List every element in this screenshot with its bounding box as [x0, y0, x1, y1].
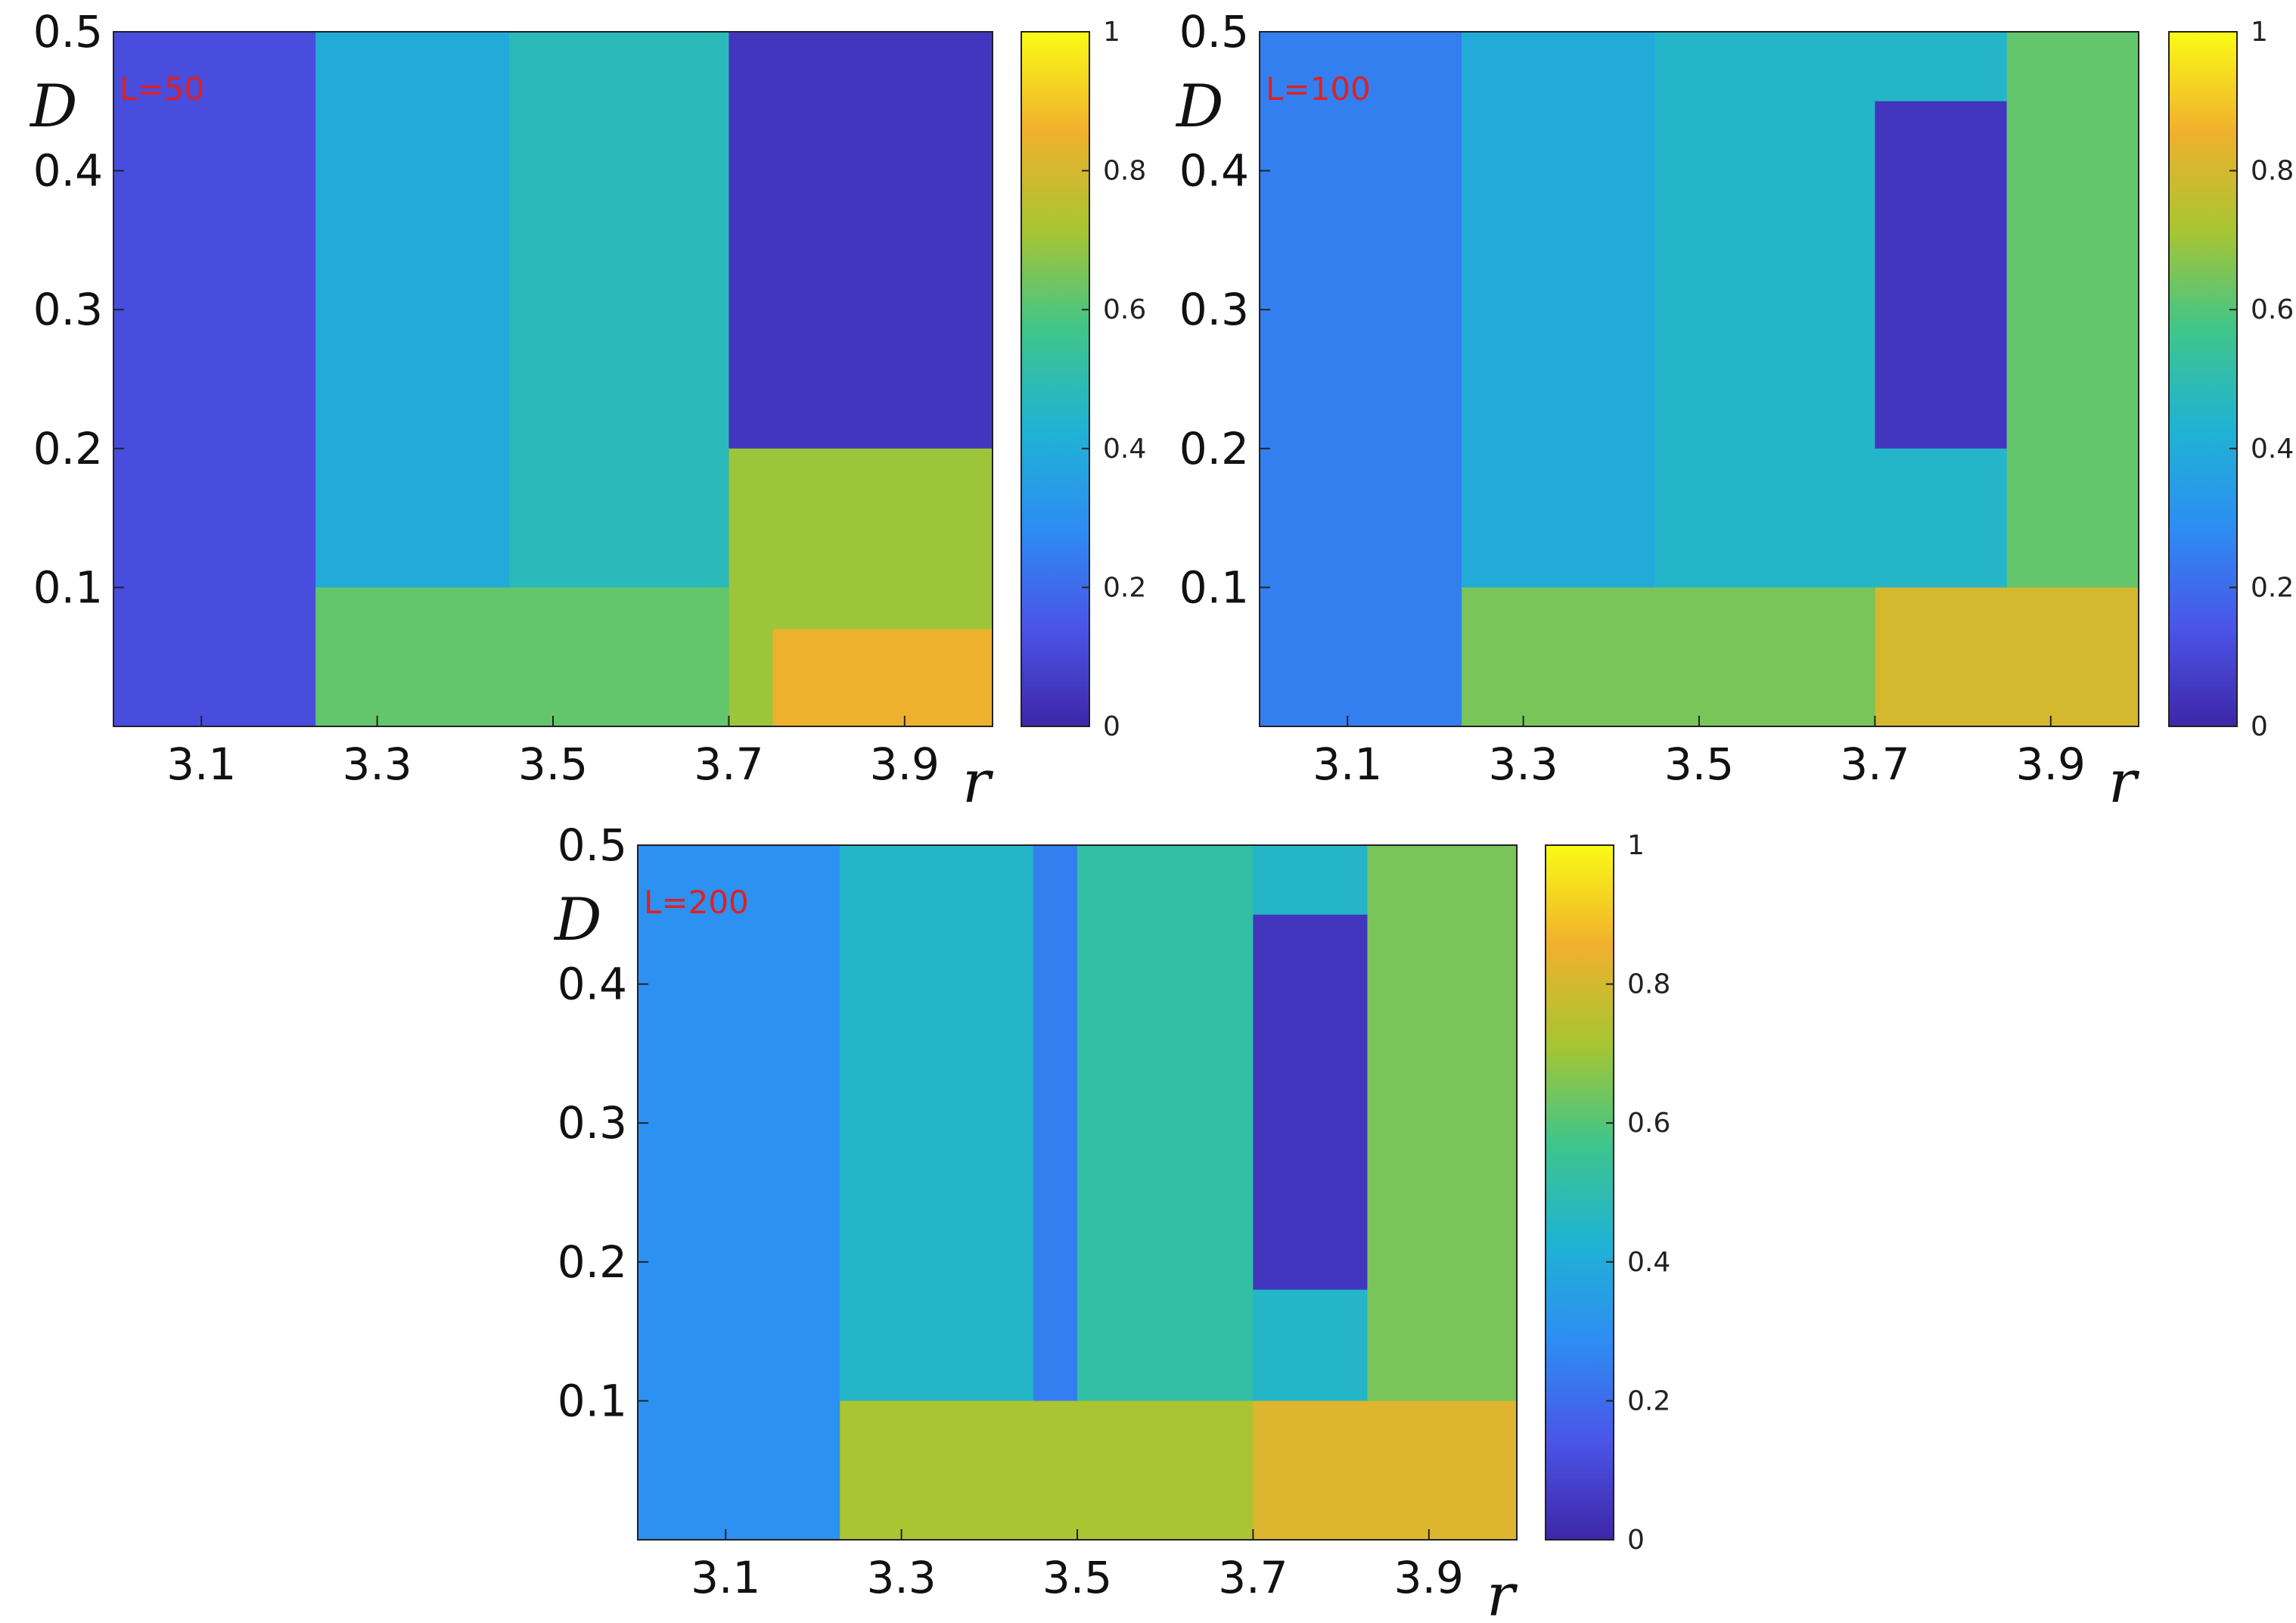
x-axis-label: r: [1487, 1562, 1518, 1623]
x-tick-label: 3.3: [342, 738, 412, 790]
colorbar-tick-label: 0: [1627, 1525, 1645, 1556]
y-axis-label: D: [553, 886, 602, 954]
y-axis-label: D: [29, 73, 78, 141]
heatmap-cell: [1253, 914, 1368, 1290]
plot-area: [1260, 32, 2139, 726]
colorbar-tick-label: 1: [1627, 830, 1645, 861]
y-axis-label: D: [1175, 73, 1224, 141]
x-tick-label: 3.9: [2016, 738, 2086, 790]
x-tick-label: 3.1: [1313, 738, 1382, 790]
colorbar-tick-label: 0.8: [1627, 969, 1670, 1000]
colorbar-tick-label: 0.6: [1103, 294, 1146, 325]
colorbar-tick-label: 1: [2251, 17, 2268, 48]
x-tick-label: 3.7: [1840, 738, 1909, 790]
heatmap-cell: [1875, 101, 2007, 449]
y-tick-label: 0.5: [558, 819, 627, 871]
heatmap-cell: [1367, 845, 1517, 1401]
y-tick-label: 0.3: [33, 284, 103, 335]
y-tick-label: 0.1: [1179, 561, 1249, 613]
colorbar-tick-label: 0.2: [2251, 572, 2294, 603]
x-axis-label: r: [2108, 748, 2140, 816]
colorbar-tick-label: 0.6: [1627, 1108, 1670, 1139]
colorbar: [1545, 844, 1614, 1541]
heatmap-cell: [1462, 587, 1875, 726]
plot-area: [638, 845, 1517, 1540]
colorbar-tick-label: 0: [2251, 711, 2268, 742]
colorbar-tick-label: 0.4: [2251, 434, 2294, 465]
heatmap-cell: [840, 1401, 1254, 1540]
heatmap-cell: [638, 845, 840, 1540]
colorbar-tick-label: 0.2: [1627, 1385, 1670, 1416]
colorbar-tick-label: 0.8: [1103, 156, 1146, 187]
colorbar-tick-label: 0.2: [1103, 572, 1146, 603]
colorbar: [2168, 31, 2238, 727]
y-tick-label: 0.3: [1179, 284, 1249, 335]
panel-label: L=100: [1266, 70, 1371, 107]
y-tick-label: 0.4: [1179, 145, 1249, 197]
y-tick-label: 0.1: [558, 1375, 627, 1426]
x-tick-label: 3.7: [694, 738, 763, 790]
x-tick-label: 3.3: [1488, 738, 1558, 790]
colorbar-tick-label: 0.8: [2251, 156, 2294, 187]
heatmap-cell: [1260, 32, 1462, 726]
heatmap-cell: [1253, 1401, 1517, 1540]
y-tick-label: 0.5: [33, 6, 103, 58]
colorbar-tick-label: 0.6: [2251, 294, 2294, 325]
y-tick-label: 0.1: [33, 561, 103, 613]
heatmap-panel-1: 3.1 3.3 3.5 3.7 3.9 0.1 0.2 0.3 0.4 0.5 r D L=50 0 0.2…: [29, 6, 1146, 816]
heatmap-panel-2: 3.1 3.3 3.5 3.7 3.9 0.1 0.2 0.3 0.4 0.5 r D L=100 0 0.…: [1175, 6, 2294, 816]
x-tick-label: 3.5: [518, 738, 588, 790]
panel-label: L=200: [644, 884, 749, 921]
y-tick-label: 0.2: [1179, 423, 1249, 474]
x-tick-label: 3.7: [1218, 1552, 1288, 1603]
heatmap-cell: [2006, 32, 2139, 588]
y-tick-label: 0.3: [558, 1097, 627, 1149]
colorbar-tick-label: 1: [1103, 17, 1120, 48]
heatmap-cell: [113, 32, 316, 726]
heatmap-panel-3: 3.1 3.3 3.5 3.7 3.9 0.1 0.2 0.3 0.4 0.5 r D L=200 0 0.…: [553, 819, 1670, 1623]
x-axis-label: r: [962, 748, 994, 816]
colorbar-tick-label: 0.4: [1627, 1247, 1670, 1278]
colorbar-tick-label: 0.4: [1103, 434, 1146, 465]
colorbar-tick-label: 0: [1103, 711, 1120, 742]
y-tick-label: 0.2: [33, 423, 103, 474]
y-tick-label: 0.4: [33, 145, 103, 197]
x-tick-label: 3.5: [1664, 738, 1734, 790]
colorbar: [1021, 31, 1090, 727]
heatmap-cell: [1875, 587, 2139, 726]
x-tick-label: 3.9: [1394, 1552, 1464, 1603]
panel-label: L=50: [120, 70, 204, 107]
y-tick-label: 0.4: [558, 959, 627, 1010]
x-tick-label: 3.1: [691, 1552, 760, 1603]
x-tick-label: 3.3: [866, 1552, 936, 1603]
plot-area: [113, 32, 993, 726]
heatmap-cell: [315, 587, 729, 726]
y-tick-label: 0.5: [1179, 6, 1249, 58]
heatmap-cell: [772, 629, 993, 726]
x-tick-label: 3.9: [870, 738, 940, 790]
y-tick-label: 0.2: [558, 1236, 627, 1288]
x-tick-label: 3.1: [166, 738, 236, 790]
x-tick-label: 3.5: [1042, 1552, 1112, 1603]
